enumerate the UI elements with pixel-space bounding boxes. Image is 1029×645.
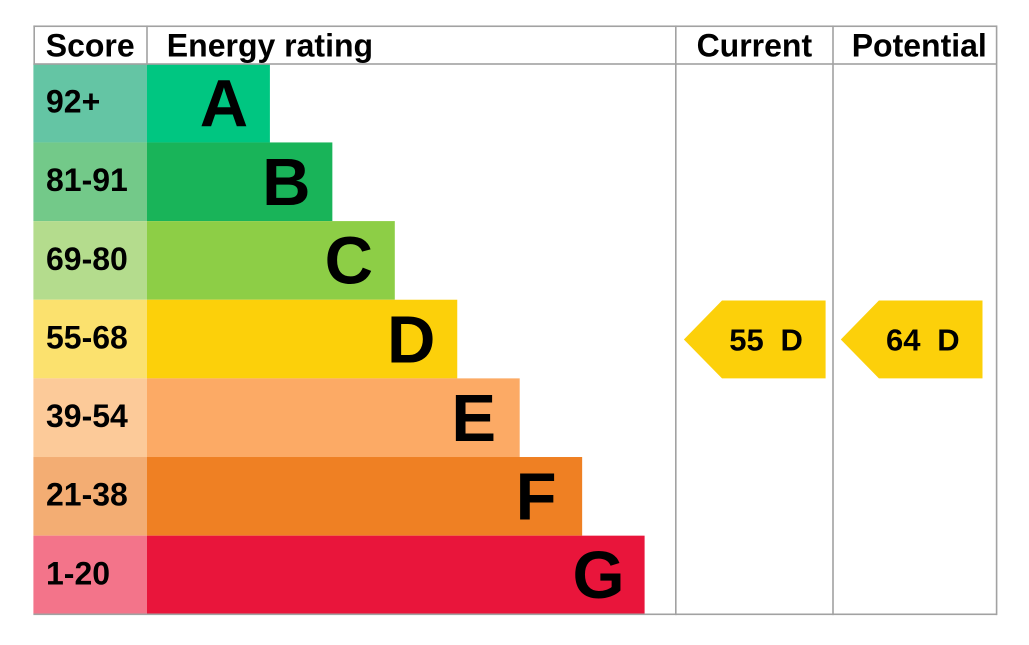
svg-text:D: D — [387, 302, 435, 377]
svg-text:81-91: 81-91 — [46, 162, 128, 198]
svg-text:A: A — [200, 66, 248, 141]
svg-text:21-38: 21-38 — [46, 477, 128, 513]
svg-text:92+: 92+ — [46, 84, 100, 120]
svg-text:F: F — [516, 460, 557, 535]
svg-text:Potential: Potential — [852, 27, 987, 63]
svg-text:1-20: 1-20 — [46, 555, 110, 591]
svg-text:64: 64 — [886, 323, 921, 358]
svg-text:55-68: 55-68 — [46, 319, 128, 355]
svg-text:D: D — [937, 323, 959, 358]
svg-text:39-54: 39-54 — [46, 398, 128, 434]
svg-text:Score: Score — [46, 27, 135, 63]
svg-text:E: E — [451, 381, 496, 456]
svg-text:Energy rating: Energy rating — [167, 27, 373, 63]
svg-text:55: 55 — [729, 323, 763, 358]
svg-text:C: C — [325, 224, 373, 299]
svg-text:Current: Current — [697, 27, 813, 63]
svg-text:G: G — [573, 538, 625, 613]
svg-text:D: D — [780, 323, 802, 358]
svg-text:69-80: 69-80 — [46, 241, 128, 277]
svg-text:B: B — [262, 145, 310, 220]
